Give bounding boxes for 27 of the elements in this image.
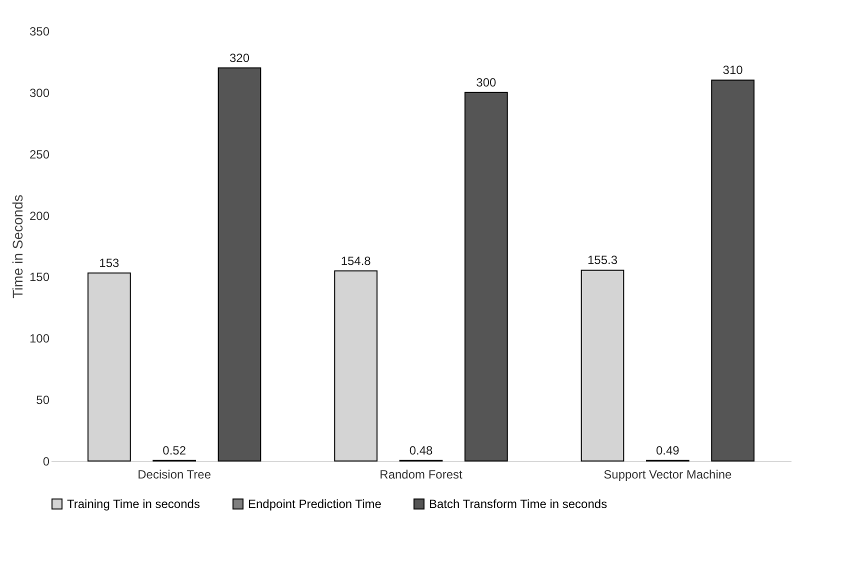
data-label: 320 xyxy=(229,50,250,65)
y-tick-label: 150 xyxy=(29,270,50,284)
data-label: 153 xyxy=(99,256,120,270)
bar xyxy=(218,67,262,462)
y-axis-title: Time in Seconds xyxy=(9,194,26,298)
x-tick-label: Support Vector Machine xyxy=(604,468,732,482)
y-tick-label: 0 xyxy=(42,454,50,468)
data-label: 300 xyxy=(476,75,496,90)
legend-label: Batch Transform Time in seconds xyxy=(429,497,608,511)
bar xyxy=(711,80,754,462)
y-tick-label: 300 xyxy=(29,86,50,100)
y-tick-label: 50 xyxy=(36,393,50,408)
legend-label: Endpoint Prediction Time xyxy=(248,497,382,511)
data-label: 310 xyxy=(722,63,744,78)
x-tick-label: Decision Tree xyxy=(138,468,212,482)
y-tick-label: 350 xyxy=(29,24,50,38)
bar xyxy=(464,92,508,462)
data-label: 0.49 xyxy=(656,443,680,458)
data-label: 154.8 xyxy=(340,254,372,268)
y-tick-label: 250 xyxy=(29,147,50,162)
data-label: 0.52 xyxy=(162,443,186,458)
data-label: 0.48 xyxy=(409,443,433,458)
y-tick-label: 200 xyxy=(29,208,50,223)
y-tick-label: 100 xyxy=(29,332,50,346)
data-label: 155.3 xyxy=(587,253,618,268)
x-tick-label: Random Forest xyxy=(380,468,464,482)
legend-label: Training Time in seconds xyxy=(67,497,200,511)
